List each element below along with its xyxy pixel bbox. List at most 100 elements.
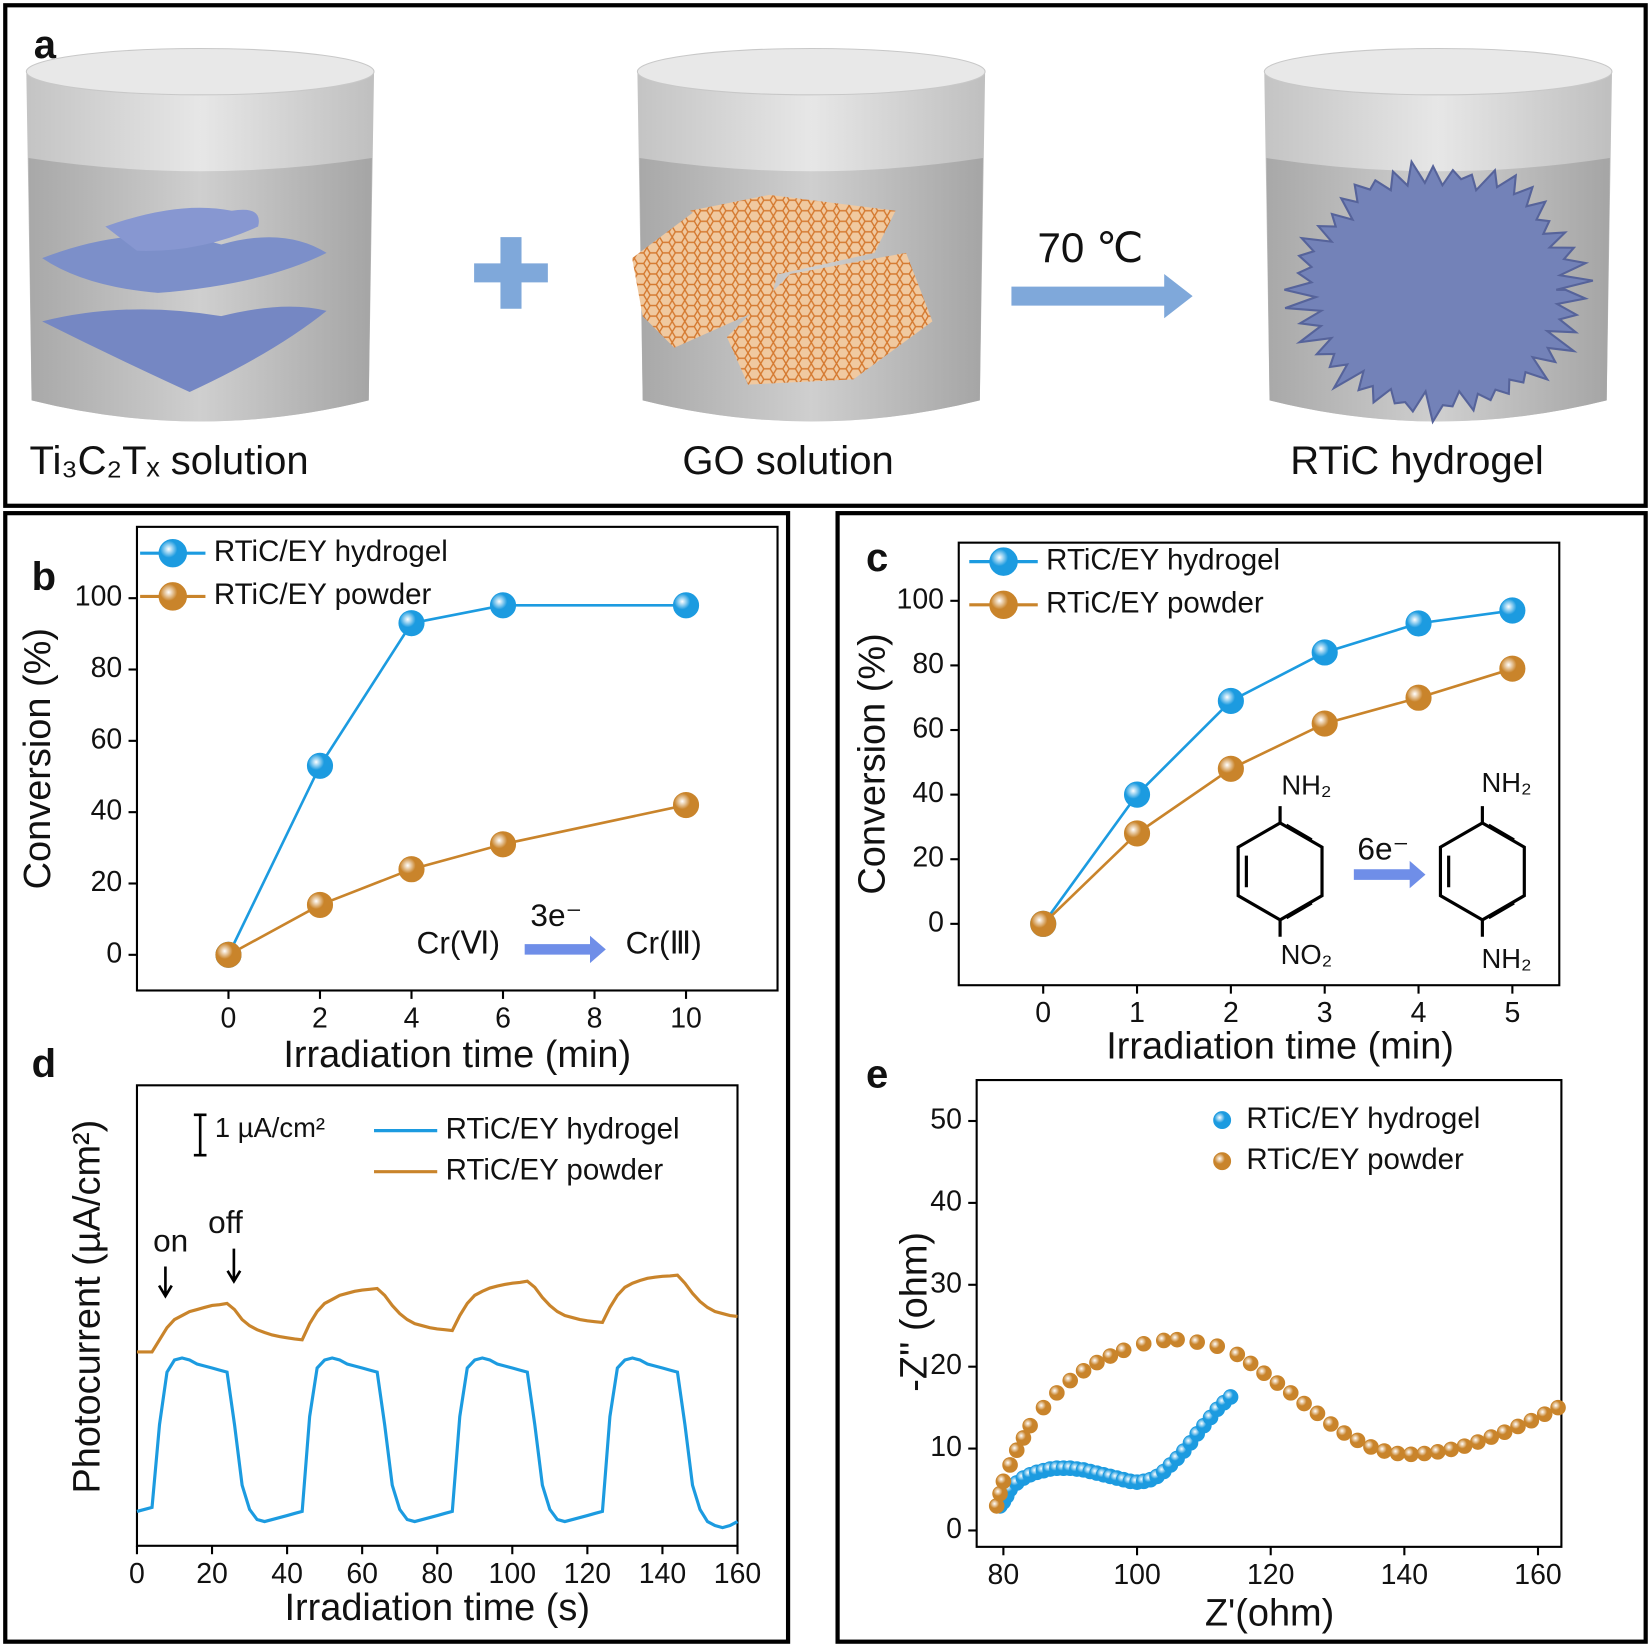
marker bbox=[1389, 1445, 1406, 1462]
benzene-bond bbox=[1447, 823, 1515, 920]
y-tick-label: 60 bbox=[912, 713, 944, 745]
x-tick-label: 0 bbox=[221, 1003, 237, 1035]
x-tick-label: 20 bbox=[196, 1558, 228, 1590]
x-tick-label: 100 bbox=[1113, 1559, 1160, 1591]
marker bbox=[1269, 1375, 1286, 1391]
marker bbox=[1123, 820, 1151, 847]
marker bbox=[1499, 655, 1526, 682]
panel-label: c bbox=[866, 536, 888, 580]
x-tick-label: 60 bbox=[346, 1558, 378, 1590]
chart: d Irradiation time (s) Photocurrent (µA/cm… bbox=[32, 1042, 762, 1629]
scale-bar bbox=[193, 1113, 207, 1157]
y-tick-label: 100 bbox=[897, 583, 944, 615]
legend-label: RTiC/EY powder bbox=[446, 1154, 664, 1187]
chart: b Irradiation time (min) Conversion (%) 0 2 4… bbox=[17, 525, 779, 1076]
x-tick-label: 5 bbox=[1504, 997, 1520, 1029]
x-tick-label: 100 bbox=[489, 1558, 536, 1590]
x-tick-label: 0 bbox=[1035, 997, 1051, 1029]
y-tick-label: 0 bbox=[106, 937, 122, 969]
y-axis-label: Conversion (%) bbox=[851, 633, 893, 894]
legend-label: RTiC/EY hydrogel bbox=[1046, 543, 1280, 576]
marker bbox=[1483, 1429, 1500, 1445]
arrow bbox=[1011, 273, 1193, 319]
legend-label: RTiC/EY powder bbox=[1046, 587, 1264, 620]
legend-label: RTiC/EY hydrogel bbox=[446, 1112, 680, 1145]
annotation: 3e⁻ bbox=[530, 897, 582, 933]
x-tick-label: 2 bbox=[312, 1003, 328, 1035]
marker bbox=[306, 752, 334, 779]
x-tick-label: 1 bbox=[1129, 997, 1145, 1029]
legend-marker bbox=[989, 590, 1018, 620]
annotation: Cr(Ⅲ) bbox=[626, 925, 702, 961]
marker bbox=[1217, 687, 1244, 715]
marker bbox=[1035, 1399, 1052, 1416]
marker bbox=[672, 791, 700, 819]
annotation: NO₂ bbox=[1281, 939, 1333, 970]
x-tick-label: 10 bbox=[670, 1003, 702, 1035]
panel-frame bbox=[835, 511, 1648, 1644]
chart: e Z'(ohm) -Z'' (ohm) 80 100 120 140 160 0 10 20 30 4… bbox=[866, 1052, 1566, 1634]
marker bbox=[1296, 1395, 1312, 1412]
marker bbox=[1550, 1399, 1566, 1416]
marker bbox=[1229, 1346, 1246, 1363]
legend-marker bbox=[1213, 1111, 1232, 1130]
panel-label: d bbox=[32, 1042, 56, 1086]
marker bbox=[1189, 1334, 1205, 1350]
on-arrow bbox=[157, 1266, 173, 1299]
marker bbox=[1209, 1338, 1226, 1355]
y-tick-label: 20 bbox=[930, 1349, 962, 1381]
x-axis-label: Irradiation time (s) bbox=[284, 1587, 590, 1629]
marker bbox=[1363, 1439, 1379, 1455]
y-tick-label: 0 bbox=[928, 906, 944, 938]
plot-frame bbox=[975, 1078, 1563, 1548]
x-tick-label: 4 bbox=[1411, 997, 1427, 1029]
annotation: NH₂ bbox=[1281, 769, 1331, 800]
legend-marker bbox=[158, 538, 188, 568]
y-axis-label: -Z'' (ohm) bbox=[894, 1232, 936, 1392]
y-tick-label: 0 bbox=[946, 1513, 962, 1545]
panel-frame bbox=[3, 511, 791, 1644]
panel-label: e bbox=[866, 1052, 888, 1096]
x-axis-label: Irradiation time (min) bbox=[1106, 1025, 1454, 1067]
legend-label: RTiC/EY powder bbox=[1246, 1143, 1464, 1176]
x-tick-label: 160 bbox=[714, 1558, 761, 1590]
marker bbox=[1015, 1430, 1032, 1446]
y-tick-label: 40 bbox=[912, 777, 944, 809]
marker bbox=[1496, 1424, 1513, 1440]
annotation: NH₂ bbox=[1482, 943, 1532, 974]
marker bbox=[1376, 1443, 1393, 1459]
beaker-label: RTiC hydrogel bbox=[1290, 439, 1544, 483]
y-tick-label: 60 bbox=[91, 723, 123, 755]
beaker-label: Ti₃C₂Tₓ solution bbox=[30, 439, 309, 483]
line bbox=[136, 1356, 739, 1530]
y-tick-label: 20 bbox=[912, 842, 944, 874]
marker bbox=[1222, 1389, 1239, 1405]
beaker bbox=[25, 47, 375, 422]
beaker bbox=[632, 47, 986, 422]
marker bbox=[1416, 1445, 1433, 1462]
line bbox=[1042, 609, 1513, 925]
marker bbox=[398, 856, 425, 883]
y-tick-label: 100 bbox=[75, 581, 122, 613]
x-tick-label: 2 bbox=[1223, 997, 1239, 1029]
line bbox=[1042, 667, 1513, 925]
beaker-label: GO solution bbox=[682, 439, 893, 483]
marker bbox=[1102, 1348, 1119, 1364]
marker bbox=[1008, 1442, 1025, 1459]
y-tick-label: 20 bbox=[91, 866, 123, 898]
marker bbox=[1523, 1412, 1540, 1429]
marker bbox=[1049, 1385, 1065, 1401]
x-tick-label: 4 bbox=[404, 1003, 420, 1035]
x-tick-label: 140 bbox=[1381, 1559, 1428, 1591]
marker bbox=[1309, 1405, 1326, 1422]
marker bbox=[1030, 910, 1057, 937]
panel-label: a bbox=[34, 23, 57, 67]
y-axis-label: Photocurrent (µA/cm²) bbox=[67, 1120, 109, 1494]
marker bbox=[995, 1473, 1012, 1490]
marker bbox=[1405, 610, 1432, 637]
x-tick-label: 40 bbox=[271, 1558, 303, 1590]
marker bbox=[1062, 1372, 1079, 1389]
marker bbox=[1282, 1385, 1299, 1401]
y-tick-label: 80 bbox=[91, 652, 123, 684]
reaction-arrow bbox=[1353, 860, 1426, 889]
